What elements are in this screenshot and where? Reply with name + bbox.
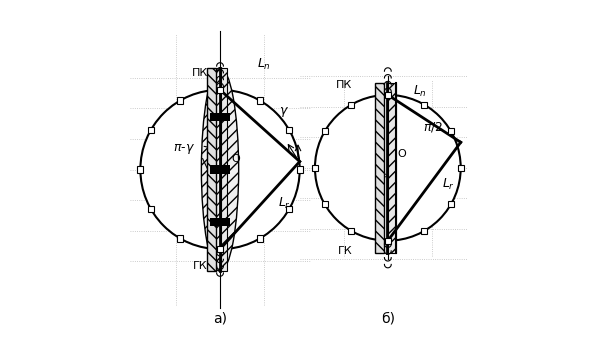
Bar (448, 128, 454, 134)
Text: $L_r$: $L_r$ (442, 177, 455, 192)
Bar (385, 92, 391, 98)
Bar (177, 97, 183, 103)
Text: ПК: ПК (191, 68, 208, 78)
Bar (286, 206, 292, 212)
Bar (210, 218, 230, 226)
Bar (177, 236, 183, 242)
Text: $\pi$-$\gamma$: $\pi$-$\gamma$ (173, 142, 195, 156)
Bar (286, 127, 292, 133)
Bar (348, 228, 355, 234)
Bar (322, 201, 328, 207)
Text: $\gamma$: $\gamma$ (280, 105, 289, 119)
Bar (217, 87, 223, 93)
Circle shape (315, 95, 461, 241)
Bar (221, 68, 228, 271)
Bar (385, 238, 391, 244)
Bar (257, 97, 263, 103)
Bar (458, 165, 464, 171)
Text: $L_n$: $L_n$ (413, 84, 427, 99)
Text: ПК: ПК (336, 80, 352, 90)
Text: *: * (213, 166, 220, 180)
Text: *: * (384, 171, 390, 185)
Bar (375, 83, 384, 253)
Bar (348, 102, 355, 108)
Bar (148, 206, 154, 212)
Ellipse shape (201, 68, 238, 271)
Text: а): а) (213, 312, 227, 326)
Text: ГК: ГК (193, 261, 207, 271)
Circle shape (141, 90, 300, 249)
Bar (297, 166, 303, 173)
Bar (388, 83, 396, 253)
Text: $L_r$: $L_r$ (278, 196, 291, 211)
Text: O: O (397, 149, 406, 159)
Bar (217, 246, 223, 252)
Bar (148, 126, 154, 133)
Bar (257, 236, 263, 242)
Text: б): б) (381, 312, 395, 326)
Bar (137, 166, 144, 173)
Bar (421, 228, 427, 234)
Bar (210, 113, 230, 121)
Bar (312, 165, 318, 171)
Text: $\pi/2$: $\pi/2$ (423, 120, 443, 134)
Bar (322, 128, 328, 134)
Bar (210, 165, 230, 174)
Text: O: O (231, 154, 240, 164)
Bar (207, 68, 216, 271)
Bar (421, 102, 427, 108)
Text: ГК: ГК (337, 246, 352, 256)
Text: $L_n$: $L_n$ (257, 57, 271, 72)
Bar (448, 201, 454, 207)
